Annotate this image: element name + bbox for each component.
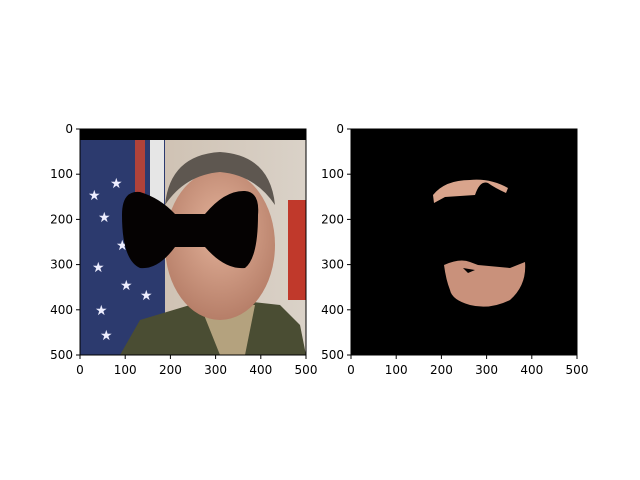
x-tick-label: 0 <box>347 363 355 377</box>
svg-text:★: ★ <box>95 303 108 319</box>
x-tick-label: 400 <box>249 363 272 377</box>
left-image-panel: ★ ★ ★ ★ ★ ★ ★ ★ ★ <box>79 128 307 356</box>
left-axes-frame <box>79 128 307 356</box>
bow-tie-mask <box>122 190 259 269</box>
x-tick-label: 100 <box>385 363 408 377</box>
x-tick-label: 500 <box>566 363 589 377</box>
svg-text:★: ★ <box>120 278 133 294</box>
y-tick-label: 500 <box>321 348 344 362</box>
x-tick-label: 400 <box>520 363 543 377</box>
top-black-strip <box>80 129 306 140</box>
y-tick-label: 400 <box>321 303 344 317</box>
right-image <box>351 129 577 355</box>
red-stripe <box>288 200 306 300</box>
y-tick-label: 100 <box>321 167 344 181</box>
y-tick-label: 500 <box>50 348 73 362</box>
svg-text:★: ★ <box>110 176 123 192</box>
right-image-panel <box>350 128 578 356</box>
y-tick-label: 200 <box>321 212 344 226</box>
x-tick-label: 200 <box>159 363 182 377</box>
y-tick-label: 300 <box>50 258 73 272</box>
x-tick-label: 100 <box>114 363 137 377</box>
right-axes-frame <box>350 128 578 356</box>
svg-text:★: ★ <box>140 288 153 304</box>
y-tick-label: 100 <box>50 167 73 181</box>
svg-text:★: ★ <box>98 210 111 226</box>
svg-text:★: ★ <box>100 328 113 344</box>
x-tick-label: 500 <box>295 363 318 377</box>
svg-text:★: ★ <box>92 260 105 276</box>
y-tick-label: 200 <box>50 212 73 226</box>
y-tick-label: 0 <box>336 122 344 136</box>
lower-face-skin <box>444 260 526 307</box>
x-tick-label: 300 <box>475 363 498 377</box>
y-tick-label: 300 <box>321 258 344 272</box>
left-image: ★ ★ ★ ★ ★ ★ ★ ★ ★ <box>80 129 306 355</box>
y-tick-label: 400 <box>50 303 73 317</box>
x-tick-label: 300 <box>204 363 227 377</box>
y-tick-label: 0 <box>65 122 73 136</box>
svg-text:★: ★ <box>88 188 101 204</box>
forehead-skin <box>433 179 508 203</box>
hair <box>165 152 275 205</box>
x-tick-label: 0 <box>76 363 84 377</box>
x-tick-label: 200 <box>430 363 453 377</box>
